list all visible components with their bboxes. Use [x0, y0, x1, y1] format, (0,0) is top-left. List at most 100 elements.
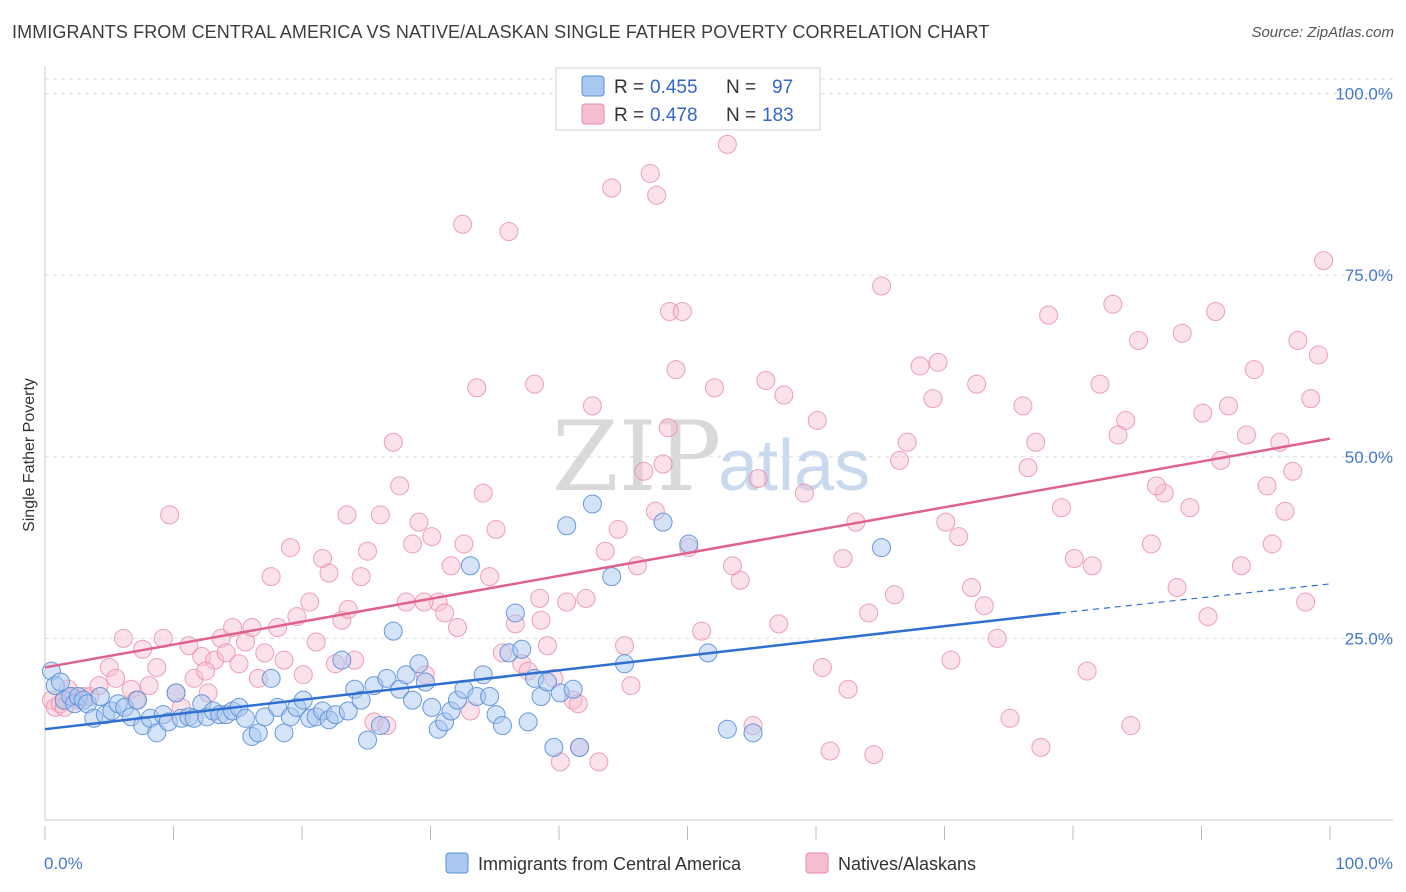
natives-point	[820, 741, 840, 761]
natives-point	[576, 588, 596, 608]
natives-point	[717, 134, 737, 154]
watermark-zip: ZIP	[552, 401, 721, 513]
central-america-point	[147, 723, 167, 743]
legend-swatch-pink	[581, 103, 605, 125]
natives-point	[255, 643, 275, 663]
natives-point	[595, 541, 615, 561]
natives-point	[1198, 607, 1218, 627]
natives-point	[486, 519, 506, 539]
natives-point	[923, 389, 943, 409]
natives-point	[216, 643, 236, 663]
natives-point	[692, 621, 712, 641]
natives-point	[1018, 458, 1038, 478]
natives-point	[1218, 396, 1238, 416]
central-america-point	[128, 690, 148, 710]
correlation-legend: R = 0.455 N = 97 R = 0.478 N = 183	[555, 67, 821, 131]
natives-point	[358, 541, 378, 561]
natives-point	[833, 548, 853, 568]
natives-point	[306, 632, 326, 652]
natives-point	[337, 505, 357, 525]
natives-point	[113, 628, 133, 648]
natives-point	[704, 378, 724, 398]
y-tick-label: 50.0%	[1345, 448, 1393, 467]
central-america-point	[537, 672, 557, 692]
natives-point	[1051, 498, 1071, 518]
natives-point	[602, 178, 622, 198]
central-america-point	[332, 650, 352, 670]
natives-point	[370, 505, 390, 525]
central-america-point	[544, 737, 564, 757]
central-america-point	[90, 687, 110, 706]
source-credit: Source: ZipAtlas.com	[1251, 24, 1394, 41]
natives-point	[422, 527, 442, 547]
natives-point	[1257, 476, 1277, 496]
natives-point	[640, 163, 660, 183]
natives-point	[499, 222, 519, 242]
natives-point	[525, 374, 545, 394]
natives-point	[812, 657, 832, 677]
central-america-point	[480, 687, 500, 706]
natives-point	[447, 617, 467, 637]
natives-point	[756, 370, 776, 390]
natives-point	[1288, 331, 1308, 351]
y-tick-label: 75.0%	[1345, 266, 1393, 285]
natives-point	[974, 596, 994, 616]
legend-n-value-2: 183	[762, 105, 794, 126]
natives-point	[1314, 251, 1334, 271]
bottom-legend-swatch-blue	[445, 852, 469, 874]
central-america-point	[248, 723, 268, 743]
central-america-point	[274, 723, 294, 743]
natives-point	[608, 519, 628, 539]
natives-point	[453, 214, 473, 234]
central-america-point	[582, 494, 602, 514]
natives-point	[864, 745, 884, 765]
x-tick-label: 100.0%	[1335, 854, 1393, 873]
natives-point	[1244, 360, 1264, 380]
central-america-point	[518, 712, 538, 732]
natives-point	[1141, 534, 1161, 554]
natives-point	[967, 374, 987, 394]
natives-point	[293, 665, 313, 685]
natives-point	[1154, 483, 1174, 503]
central-america-trend-line	[44, 611, 1061, 731]
central-america-point	[409, 654, 429, 674]
central-america-point	[602, 567, 622, 587]
x-tick-label: 0.0%	[44, 854, 83, 873]
central-america-point	[383, 621, 403, 641]
natives-point	[872, 276, 892, 296]
natives-point	[859, 603, 879, 623]
natives-point	[192, 647, 212, 667]
natives-point	[300, 592, 320, 612]
central-america-point	[492, 716, 512, 736]
natives-point	[480, 567, 500, 587]
legend-n-label-1: N =	[726, 77, 756, 98]
natives-point	[1147, 476, 1167, 496]
natives-point	[1031, 737, 1051, 757]
central-america-point	[460, 556, 480, 576]
natives-point	[441, 556, 461, 576]
natives-point	[1103, 294, 1123, 314]
natives-point	[1283, 461, 1303, 481]
natives-point	[774, 385, 794, 405]
central-america-point	[563, 679, 583, 699]
natives-point	[383, 432, 403, 452]
y-tick-label: 25.0%	[1345, 629, 1393, 648]
central-america-point	[570, 737, 590, 757]
natives-point	[229, 654, 249, 674]
legend-swatch-blue	[581, 75, 605, 97]
natives-point	[838, 679, 858, 699]
natives-point	[435, 603, 455, 623]
natives-point	[582, 396, 602, 416]
natives-point	[184, 668, 204, 688]
central-america-point	[743, 723, 763, 743]
central-america-point	[166, 683, 186, 703]
natives-point	[1172, 323, 1192, 343]
natives-point	[319, 563, 339, 583]
natives-point	[1077, 661, 1097, 681]
natives-point	[748, 469, 768, 489]
natives-point	[890, 450, 910, 470]
natives-point	[666, 360, 686, 380]
natives-point	[1000, 708, 1020, 728]
natives-point	[1236, 425, 1256, 445]
natives-trend-line	[44, 437, 1331, 669]
